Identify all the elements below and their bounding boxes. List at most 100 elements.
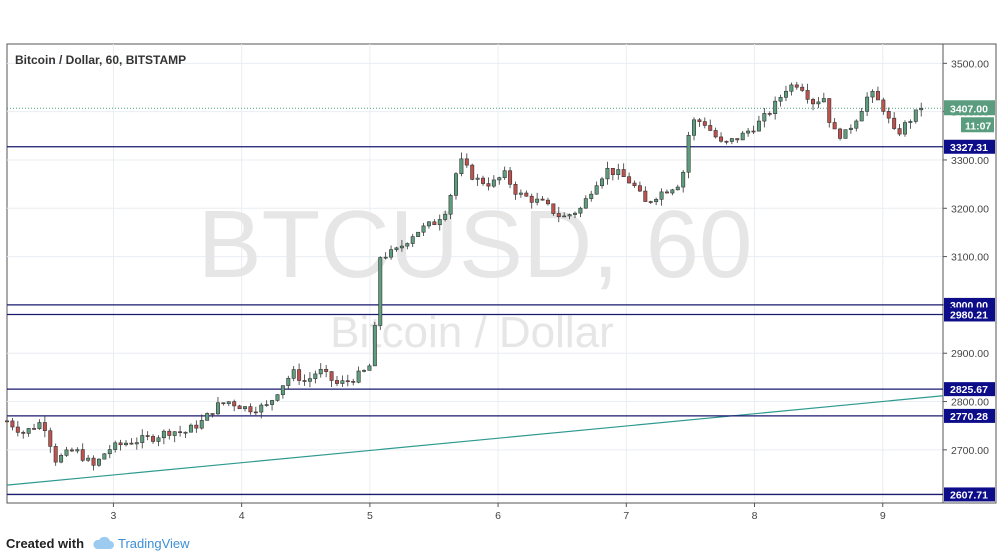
candle-body (605, 167, 610, 180)
candle-body (902, 122, 907, 135)
candle-body (335, 380, 339, 384)
candle-body (524, 192, 529, 197)
y-tick-label: 2800.00 (951, 397, 989, 409)
candle-body (64, 449, 69, 456)
candle-body (37, 422, 42, 430)
candle-body (183, 431, 188, 434)
candle-body (161, 430, 166, 439)
candle-body (708, 125, 713, 131)
candle-body (416, 231, 421, 237)
candle-body (697, 119, 702, 122)
candle-body (573, 212, 577, 215)
candle-body (783, 90, 788, 98)
candle-body (378, 257, 383, 326)
candle-body (919, 107, 924, 111)
level-price-tag (944, 487, 995, 502)
candle-body (535, 198, 540, 203)
candle-body (102, 453, 107, 460)
candle-body (892, 117, 897, 129)
candle-body (124, 442, 128, 446)
candle-body (253, 411, 258, 414)
candle-body (291, 369, 296, 379)
candle-body (286, 378, 291, 386)
candle-body (421, 225, 426, 233)
candle-body (767, 113, 772, 115)
candle-body (394, 247, 399, 250)
candle-body (318, 368, 323, 375)
candle-body (340, 380, 345, 384)
candle-body (540, 198, 545, 201)
candle-body (243, 406, 247, 410)
candle-body (32, 428, 37, 430)
candle-body (237, 405, 242, 410)
candle-body (129, 442, 134, 445)
x-tick-label: 6 (495, 510, 501, 522)
candle-body (399, 245, 404, 249)
candle-body (91, 457, 96, 466)
candle-body (713, 130, 718, 138)
candle-body (215, 402, 220, 415)
candle-body (854, 120, 859, 129)
candle-body (913, 109, 918, 122)
candle-body (794, 84, 799, 88)
y-tick-label: 2700.00 (951, 445, 989, 457)
candle-body (897, 128, 902, 135)
candle-body (486, 183, 491, 187)
candle-body (481, 177, 486, 184)
candle-body (297, 369, 302, 381)
candle-body (632, 182, 637, 186)
candle-body (443, 213, 448, 220)
candle-body (437, 219, 442, 226)
candle-body (405, 243, 410, 247)
candle-body (226, 401, 231, 404)
candle-body (648, 201, 653, 203)
y-tick-label: 3300.00 (951, 155, 989, 167)
trend-line[interactable] (6, 395, 944, 486)
candle-body (578, 207, 583, 214)
candle-body (172, 431, 177, 436)
candle-body (654, 199, 659, 203)
candle-body (356, 370, 361, 383)
tradingview-link[interactable]: TradingView (118, 535, 190, 551)
candle-body (26, 428, 31, 434)
candle-body (816, 101, 821, 105)
candle-body (491, 179, 496, 187)
candle-body (313, 373, 318, 379)
candle-body (362, 370, 367, 372)
candle-body (367, 365, 372, 371)
candle-body (134, 442, 139, 445)
candle-body (329, 371, 334, 381)
candle-body (80, 449, 85, 461)
candle-body (475, 177, 480, 180)
level-price-label: 3327.31 (950, 142, 988, 154)
candle-body (865, 96, 870, 112)
current-price-tag (944, 100, 995, 116)
candle-body (908, 121, 913, 123)
candle-body (432, 221, 437, 226)
candle-body (600, 178, 605, 187)
candle-body (69, 449, 74, 452)
y-tick-label: 3100.00 (951, 252, 989, 264)
candle-body (513, 184, 518, 195)
level-price-tag (944, 307, 995, 322)
x-tick-label: 9 (880, 510, 886, 522)
level-price-label: 2770.28 (950, 411, 988, 423)
candle-body (621, 169, 626, 178)
candle-body (42, 422, 47, 431)
candle-body (351, 381, 356, 383)
candle-body (410, 236, 415, 244)
created-with-label: Created with (6, 535, 85, 551)
candle-body (497, 177, 502, 181)
candle-body (302, 380, 307, 382)
candle-body (827, 98, 832, 123)
candle-body (145, 435, 150, 437)
candle-body (5, 420, 9, 423)
candle-body (464, 158, 469, 166)
candle-body (702, 121, 707, 126)
candle-body (556, 213, 561, 217)
candle-body (859, 111, 864, 122)
candle-body (53, 446, 58, 463)
candle-body (821, 98, 826, 103)
candle-body (838, 128, 843, 139)
